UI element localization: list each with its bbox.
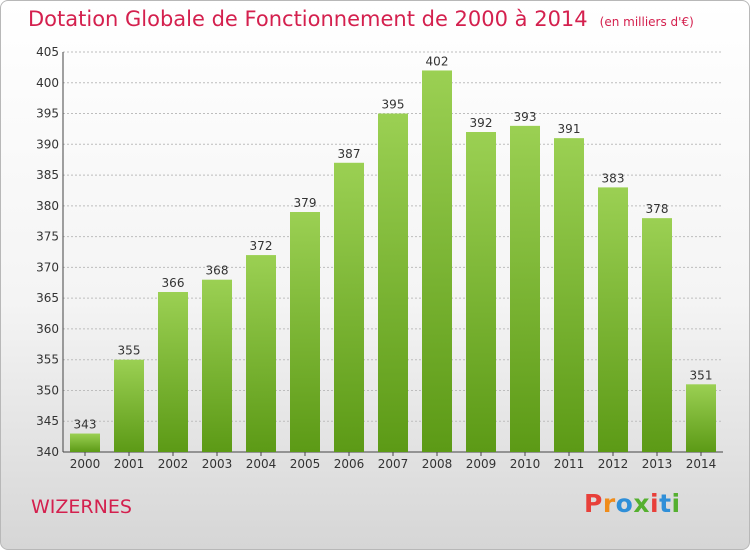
x-tick-label: 2014 (686, 457, 717, 471)
bar (598, 187, 628, 452)
x-tick-label: 2010 (510, 457, 541, 471)
logo-letter: i (650, 489, 660, 518)
bar (466, 132, 496, 452)
data-label: 378 (646, 202, 669, 216)
y-tick-label: 385 (36, 168, 59, 182)
bar (158, 292, 188, 452)
bar (246, 255, 276, 452)
x-tick-label: 2001 (114, 457, 145, 471)
proxiti-logo: Proxiti (584, 489, 681, 518)
data-label: 379 (294, 196, 317, 210)
data-label: 366 (162, 276, 185, 290)
data-label: 355 (118, 344, 141, 358)
logo-letter: t (659, 489, 672, 518)
y-tick-label: 405 (36, 45, 59, 59)
data-label: 372 (250, 239, 273, 253)
bar (686, 384, 716, 452)
y-tick-label: 345 (36, 414, 59, 428)
x-tick-label: 2005 (290, 457, 321, 471)
y-tick-label: 395 (36, 107, 59, 121)
x-tick-label: 2004 (246, 457, 277, 471)
y-tick-label: 365 (36, 291, 59, 305)
logo-letter: i (671, 489, 681, 518)
data-label: 395 (382, 98, 405, 112)
x-tick-label: 2008 (422, 457, 453, 471)
data-label: 343 (74, 418, 97, 432)
y-tick-label: 360 (36, 322, 59, 336)
y-tick-label: 380 (36, 199, 59, 213)
x-tick-label: 2002 (158, 457, 189, 471)
y-tick-label: 350 (36, 383, 59, 397)
data-label: 392 (470, 116, 493, 130)
x-tick-label: 2013 (642, 457, 673, 471)
chart-unit: (en milliers d'€) (599, 15, 694, 29)
x-tick-label: 2009 (466, 457, 497, 471)
bar (70, 433, 100, 452)
x-tick-label: 2011 (554, 457, 585, 471)
y-tick-label: 355 (36, 353, 59, 367)
data-label: 387 (338, 147, 361, 161)
x-tick-label: 2000 (70, 457, 101, 471)
commune-name: WIZERNES (31, 496, 132, 518)
data-label: 351 (690, 368, 713, 382)
data-label: 383 (602, 171, 625, 185)
chart-title-text: Dotation Globale de Fonctionnement de 20… (28, 7, 588, 31)
bar (422, 70, 452, 452)
bar (642, 218, 672, 452)
x-tick-label: 2003 (202, 457, 233, 471)
bar (202, 279, 232, 452)
y-tick-label: 390 (36, 137, 59, 151)
x-tick-label: 2006 (334, 457, 365, 471)
bar (290, 212, 320, 452)
data-label: 402 (426, 54, 449, 68)
bar (554, 138, 584, 452)
data-label: 393 (514, 110, 537, 124)
bar (378, 113, 408, 453)
data-label: 391 (558, 122, 581, 136)
data-label: 368 (206, 264, 229, 278)
y-tick-label: 370 (36, 260, 59, 274)
y-tick-label: 375 (36, 230, 59, 244)
logo-letter: P (584, 489, 603, 518)
x-tick-label: 2012 (598, 457, 629, 471)
y-tick-label: 400 (36, 76, 59, 90)
bar (510, 125, 540, 452)
chart-title: Dotation Globale de Fonctionnement de 20… (28, 7, 694, 31)
bar (334, 162, 364, 452)
bar (114, 359, 144, 452)
logo-letter: x (633, 489, 650, 518)
x-tick-label: 2007 (378, 457, 409, 471)
logo-letter: r (602, 489, 616, 518)
y-tick-label: 340 (36, 445, 59, 459)
logo-letter: o (615, 489, 634, 518)
